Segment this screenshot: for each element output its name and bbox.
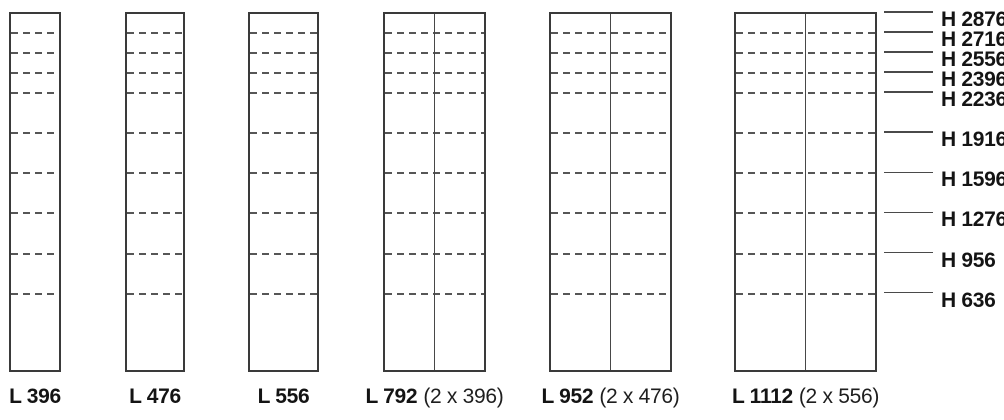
- shelf-line-h2716: [11, 31, 59, 34]
- shelf-line-h1276: [250, 212, 317, 215]
- shelf-line-h1596: [250, 172, 317, 175]
- height-leader-line-h1916: [884, 131, 933, 133]
- height-label-h1596: H 1596: [938, 168, 1004, 192]
- width-composition-note: (2 x 556): [798, 385, 880, 408]
- width-label-l-792: L 792 (2 x 396): [359, 383, 510, 411]
- height-leader-line-h2556: [884, 51, 933, 53]
- height-label-h956: H 956: [938, 248, 999, 272]
- height-label-h2396: H 2396: [938, 68, 1004, 92]
- height-leader-line-h956: [884, 251, 933, 254]
- shelf-line-h636: [250, 292, 317, 295]
- shelf-line-h2396: [11, 72, 59, 75]
- height-label-h2236: H 2236: [938, 88, 1004, 112]
- width-value: L 396: [9, 385, 61, 408]
- shelf-line-h2236: [250, 92, 317, 95]
- height-leader-line-h2396: [884, 71, 933, 73]
- shelf-line-h1916: [127, 132, 183, 135]
- height-leader-line-h2716: [884, 31, 933, 33]
- cabinet-column-2: [125, 11, 185, 373]
- height-leader-line-h636: [884, 291, 933, 294]
- height-leader-line-h1596: [884, 171, 933, 174]
- height-label-h1276: H 1276: [938, 208, 1004, 232]
- width-label-l-952: L 952 (2 x 476): [535, 383, 686, 411]
- shelf-line-h2236: [11, 92, 59, 95]
- height-label-h2556: H 2556: [938, 47, 1004, 71]
- cabinet-column-3: [248, 11, 319, 373]
- height-leader-line-h2236: [884, 91, 933, 93]
- height-label-h636: H 636: [938, 288, 999, 312]
- shelf-line-h1596: [127, 172, 183, 175]
- shelf-line-h956: [11, 252, 59, 255]
- height-leader-line-h1276: [884, 211, 933, 214]
- width-value: L 952: [541, 385, 594, 408]
- shelf-line-h2716: [250, 31, 317, 34]
- shelf-line-h2236: [127, 92, 183, 95]
- shelf-line-h2396: [250, 72, 317, 75]
- width-label-l-396: L 396: [3, 383, 67, 411]
- width-value: L 792: [365, 385, 418, 408]
- height-label-h2716: H 2716: [938, 27, 1004, 51]
- shelf-line-h2556: [250, 51, 317, 54]
- shelf-line-h2716: [127, 31, 183, 34]
- cabinet-column-6: [734, 11, 877, 373]
- width-label-l-1112: L 1112 (2 x 556): [725, 383, 886, 411]
- shelf-line-h1916: [250, 132, 317, 135]
- width-value: L 556: [257, 385, 310, 408]
- shelf-line-h2556: [11, 51, 59, 54]
- shelf-line-h956: [250, 252, 317, 255]
- shelf-line-h1276: [127, 212, 183, 215]
- width-composition-note: (2 x 476): [599, 385, 680, 408]
- shelf-line-h1276: [11, 212, 59, 215]
- shelf-line-h636: [127, 292, 183, 295]
- shelf-line-h956: [127, 252, 183, 255]
- width-value: L 1112: [731, 385, 793, 408]
- shelf-line-h2556: [127, 51, 183, 54]
- height-leader-line-h2876: [884, 11, 933, 13]
- width-value: L 476: [129, 385, 181, 408]
- cabinet-center-divider: [609, 13, 612, 371]
- height-label-h2876: H 2876: [938, 7, 1004, 31]
- cabinet-column-5: [549, 11, 672, 373]
- cabinet-center-divider: [433, 13, 436, 371]
- cabinet-column-1: [9, 11, 61, 373]
- width-label-l-556: L 556: [251, 383, 316, 411]
- cabinet-column-4: [383, 11, 486, 373]
- cabinet-center-divider: [804, 13, 807, 371]
- shelf-line-h1596: [11, 172, 59, 175]
- height-label-h1916: H 1916: [938, 128, 1004, 152]
- width-composition-note: (2 x 396): [423, 385, 504, 408]
- shelf-line-h636: [11, 292, 59, 295]
- shelf-line-h1916: [11, 132, 59, 135]
- width-label-l-476: L 476: [123, 383, 187, 411]
- shelf-line-h2396: [127, 72, 183, 75]
